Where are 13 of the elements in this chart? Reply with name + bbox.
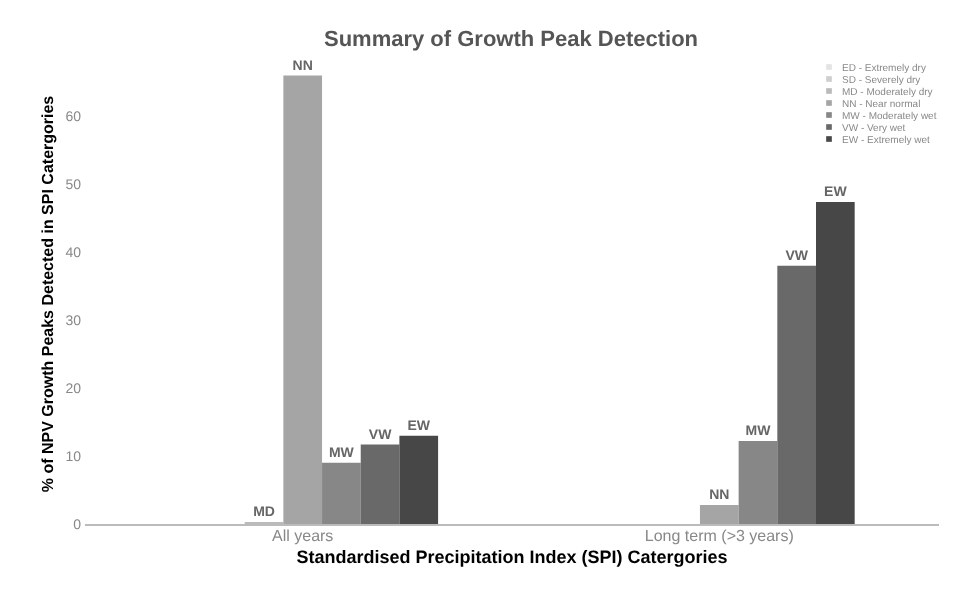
bar xyxy=(322,462,361,524)
bar xyxy=(816,201,855,524)
chart-title: Summary of Growth Peak Detection xyxy=(323,27,699,52)
bar xyxy=(283,75,323,524)
x-tick-label: Long term (>3 years) xyxy=(644,527,795,545)
bar xyxy=(399,435,439,524)
bar xyxy=(360,444,400,524)
x-tick-label: All years xyxy=(272,527,334,545)
bar xyxy=(777,265,816,524)
x-axis-title: Standardised Precipitation Index (SPI) Catergories xyxy=(296,547,728,567)
bar xyxy=(738,441,778,524)
bar xyxy=(699,504,739,524)
y-axis-title: % of NPV Growth Peaks Detected in SPI Catergories xyxy=(39,94,58,493)
